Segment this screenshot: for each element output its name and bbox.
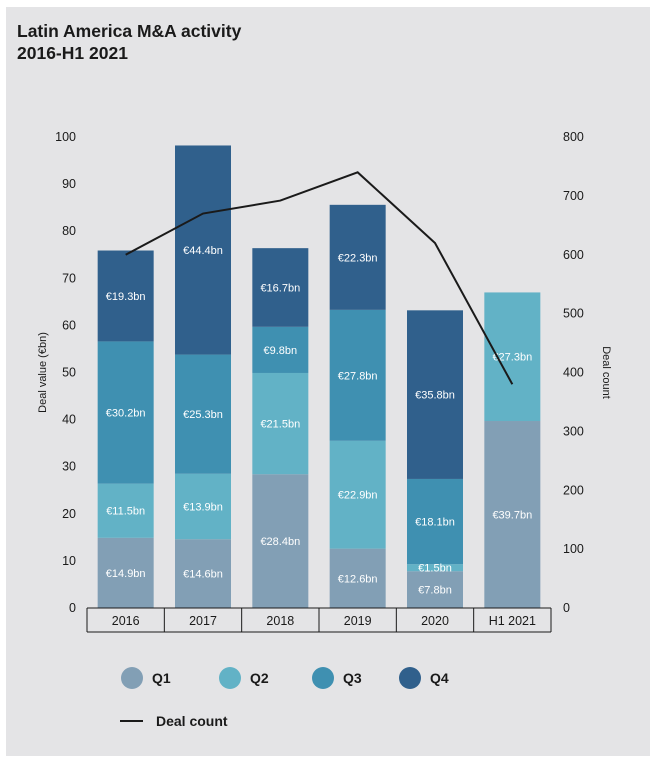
y-tick-label: 20 bbox=[62, 507, 76, 521]
segment-labels-group: €14.9bn €11.5bn €30.2bn €19.3bn €14.6bn €13.9… bbox=[106, 245, 532, 597]
bar-q1-h1-2021 bbox=[484, 421, 541, 608]
bar-q1-2017 bbox=[175, 539, 231, 608]
y-tick-label: 50 bbox=[62, 366, 76, 380]
x-tick-label: 2020 bbox=[421, 614, 449, 628]
legend-swatch-q4 bbox=[399, 667, 421, 689]
bar-q1-2018 bbox=[252, 474, 309, 608]
y2-tick-label: 100 bbox=[563, 542, 584, 556]
bar-q2-h1-2021 bbox=[484, 292, 541, 422]
deal-count-line bbox=[125, 171, 514, 385]
bar-value-label: €12.6bn bbox=[338, 573, 378, 585]
chart-subtitle: 2016-H1 2021 bbox=[17, 43, 128, 63]
bar-q2-2020 bbox=[407, 564, 463, 572]
legend-label-deal-count: Deal count bbox=[156, 713, 228, 729]
bar-value-label: €7.8bn bbox=[418, 585, 452, 597]
bar-value-label: €1.5bn bbox=[418, 563, 452, 575]
bar-q4-2019 bbox=[329, 204, 386, 310]
y-tick-label: 0 bbox=[69, 601, 76, 615]
y-tick-label: 100 bbox=[55, 130, 76, 144]
bar-value-label: €14.9bn bbox=[106, 568, 146, 580]
bar-q2-2017 bbox=[175, 473, 231, 540]
y-tick-label: 30 bbox=[62, 460, 76, 474]
y-tick-label: 90 bbox=[62, 177, 76, 191]
bar-value-label: €13.9bn bbox=[183, 501, 223, 513]
y-tick-label: 70 bbox=[62, 271, 76, 285]
legend-swatch-q3 bbox=[312, 667, 334, 689]
bar-value-label: €19.3bn bbox=[106, 291, 146, 303]
y2-tick-label: 500 bbox=[563, 307, 584, 321]
chart-title-block: Latin America M&A activity 2016-H1 2021 bbox=[17, 20, 241, 64]
legend: Q1 Q2 Q3 Q4 Deal count bbox=[120, 667, 449, 729]
bar-value-label: €22.3bn bbox=[338, 252, 378, 264]
legend-label-q4: Q4 bbox=[430, 670, 449, 686]
bar-q1-2020 bbox=[407, 571, 463, 608]
x-tick-label: 2019 bbox=[344, 614, 372, 628]
legend-label-q3: Q3 bbox=[343, 670, 362, 686]
y2-tick-label: 300 bbox=[563, 424, 584, 438]
bar-value-label: €21.5bn bbox=[260, 419, 300, 431]
bars-group bbox=[97, 145, 541, 608]
bar-value-label: €27.3bn bbox=[492, 352, 532, 364]
y2-tick-label: 700 bbox=[563, 189, 584, 203]
chart-title: Latin America M&A activity bbox=[17, 21, 242, 41]
bar-value-label: €25.3bn bbox=[183, 409, 223, 421]
x-tick-label: 2018 bbox=[266, 614, 294, 628]
legend-swatch-q2 bbox=[219, 667, 241, 689]
bar-value-label: €39.7bn bbox=[492, 510, 532, 522]
bar-q3-2016 bbox=[97, 341, 154, 484]
bar-q1-2019 bbox=[329, 548, 386, 608]
y-tick-label: 80 bbox=[62, 224, 76, 238]
bar-value-label: €28.4bn bbox=[260, 536, 300, 548]
bar-q4-2020 bbox=[407, 310, 463, 479]
bar-value-label: €30.2bn bbox=[106, 408, 146, 420]
bar-value-label: €11.5bn bbox=[106, 506, 145, 518]
x-tick-label: 2016 bbox=[112, 614, 140, 628]
bar-value-label: €9.8bn bbox=[264, 345, 298, 357]
x-tick-label: H1 2021 bbox=[489, 614, 536, 628]
bar-value-label: €27.8bn bbox=[338, 370, 378, 382]
bar-q3-2018 bbox=[252, 326, 309, 373]
y-tick-label: 60 bbox=[62, 318, 76, 332]
y2-tick-label: 200 bbox=[563, 483, 584, 497]
bar-q2-2016 bbox=[97, 483, 154, 538]
legend-swatch-q1 bbox=[121, 667, 143, 689]
y2-tick-label: 800 bbox=[563, 130, 584, 144]
y2-axis-label: Deal count bbox=[600, 346, 612, 399]
bar-q4-2016 bbox=[97, 250, 154, 342]
bar-q3-2020 bbox=[407, 478, 463, 565]
y-tick-label: 10 bbox=[62, 554, 76, 568]
bar-q3-2019 bbox=[329, 309, 386, 441]
bar-q3-2017 bbox=[175, 354, 231, 474]
legend-label-q2: Q2 bbox=[250, 670, 269, 686]
bar-q2-2018 bbox=[252, 372, 309, 475]
bar-q4-2017 bbox=[175, 145, 231, 355]
y2-tick-label: 0 bbox=[563, 601, 570, 615]
bar-value-label: €22.9bn bbox=[338, 490, 378, 502]
bar-value-label: €35.8bn bbox=[415, 390, 455, 402]
legend-label-q1: Q1 bbox=[152, 670, 171, 686]
bar-value-label: €14.6bn bbox=[183, 569, 223, 581]
bar-value-label: €44.4bn bbox=[183, 245, 223, 257]
bar-q1-2016 bbox=[97, 537, 154, 608]
axes-group: 2016 2017 2018 2019 2020 H1 2021 0 10 20 30 40 50 60… bbox=[37, 130, 612, 633]
y-axis-label: Deal value (€bn) bbox=[37, 332, 49, 413]
y2-tick-label: 600 bbox=[563, 248, 584, 262]
y2-tick-label: 400 bbox=[563, 366, 584, 380]
bar-q2-2019 bbox=[329, 440, 386, 549]
bar-value-label: €18.1bn bbox=[415, 517, 455, 529]
y-tick-label: 40 bbox=[62, 413, 76, 427]
bar-q4-2018 bbox=[252, 248, 309, 327]
x-tick-label: 2017 bbox=[189, 614, 217, 628]
bar-value-label: €16.7bn bbox=[260, 282, 300, 294]
